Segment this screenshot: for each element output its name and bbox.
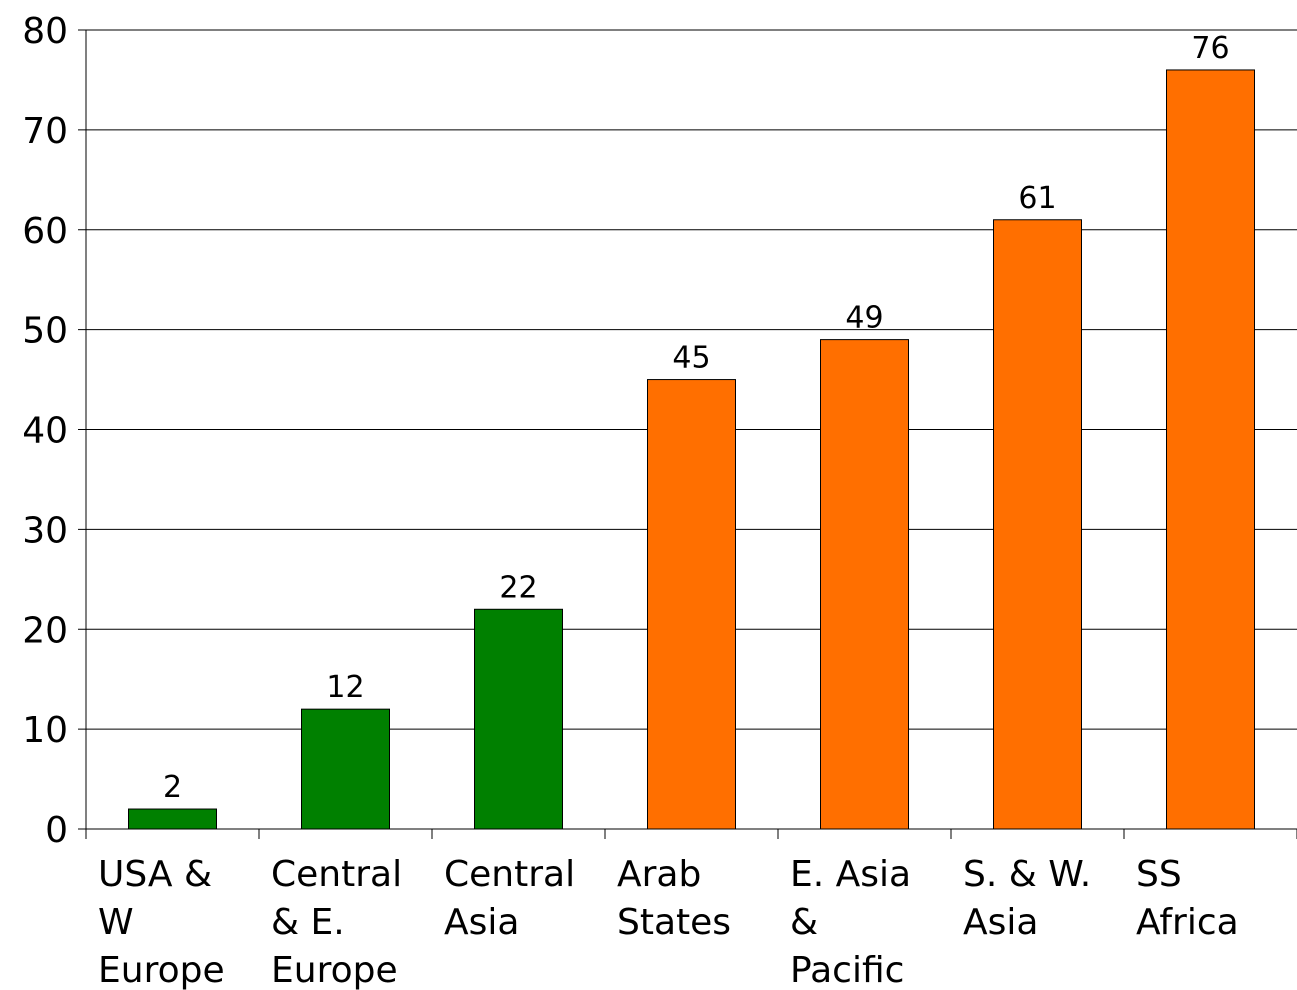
bar	[1166, 69, 1255, 830]
y-tick-label: 80	[22, 11, 68, 52]
x-category-label-line: SS	[1136, 854, 1182, 895]
data-label: 22	[499, 570, 537, 605]
data-label: 76	[1191, 31, 1229, 66]
bar	[993, 219, 1082, 830]
x-category-label-line: States	[617, 902, 731, 943]
x-category-label: S. & W. Asia	[963, 854, 1091, 943]
data-label: 45	[672, 341, 710, 376]
y-tick-label: 40	[22, 411, 68, 452]
y-tick-label: 30	[22, 510, 68, 551]
data-label: 61	[1018, 181, 1056, 216]
x-category-label-line: Pacific	[790, 950, 904, 990]
y-tick-label: 10	[22, 710, 68, 751]
x-category-label: Arab States	[617, 854, 731, 943]
bar	[820, 339, 909, 830]
x-category-label-line: Asia	[963, 902, 1038, 943]
x-category-label-line: Central	[271, 854, 402, 895]
x-category-label-line: E. Asia	[790, 854, 911, 895]
bars	[128, 69, 1255, 830]
data-label: 2	[163, 770, 182, 805]
bar	[128, 808, 217, 830]
x-category-label-line: USA &	[98, 854, 212, 895]
x-category-label: SS Africa	[1136, 854, 1239, 943]
x-category-label-line: W	[98, 902, 134, 943]
y-tick-label: 60	[22, 211, 68, 252]
x-category-label-line: & E.	[271, 902, 345, 943]
y-tick-label: 20	[22, 610, 68, 651]
bar	[647, 379, 736, 830]
x-category-label-line: Europe	[98, 950, 225, 990]
data-label: 12	[326, 670, 364, 705]
bar	[474, 608, 563, 830]
x-category-label: Central & E. Europe	[271, 854, 402, 990]
bar	[301, 708, 390, 830]
x-category-label-line: S. & W.	[963, 854, 1091, 895]
x-category-label-line: &	[790, 902, 818, 943]
x-category-label-line: Africa	[1136, 902, 1239, 943]
x-category-label: E. Asia & Pacific	[790, 854, 911, 990]
x-category-label-line: Asia	[444, 902, 519, 943]
labels: 0 10 20 30 40 50 60 70 80 2 USA & W Europe 12 Central &…	[22, 11, 1239, 990]
x-category-label: USA & W Europe	[98, 854, 225, 990]
y-tick-label: 50	[22, 311, 68, 352]
x-category-label-line: Europe	[271, 950, 398, 990]
y-tick-label: 70	[22, 111, 68, 152]
y-tick-label: 0	[45, 810, 68, 851]
x-category-label-line: Central	[444, 854, 575, 895]
x-category-label: Central Asia	[444, 854, 575, 943]
data-label: 49	[845, 301, 883, 336]
x-category-label-line: Arab	[617, 854, 701, 895]
